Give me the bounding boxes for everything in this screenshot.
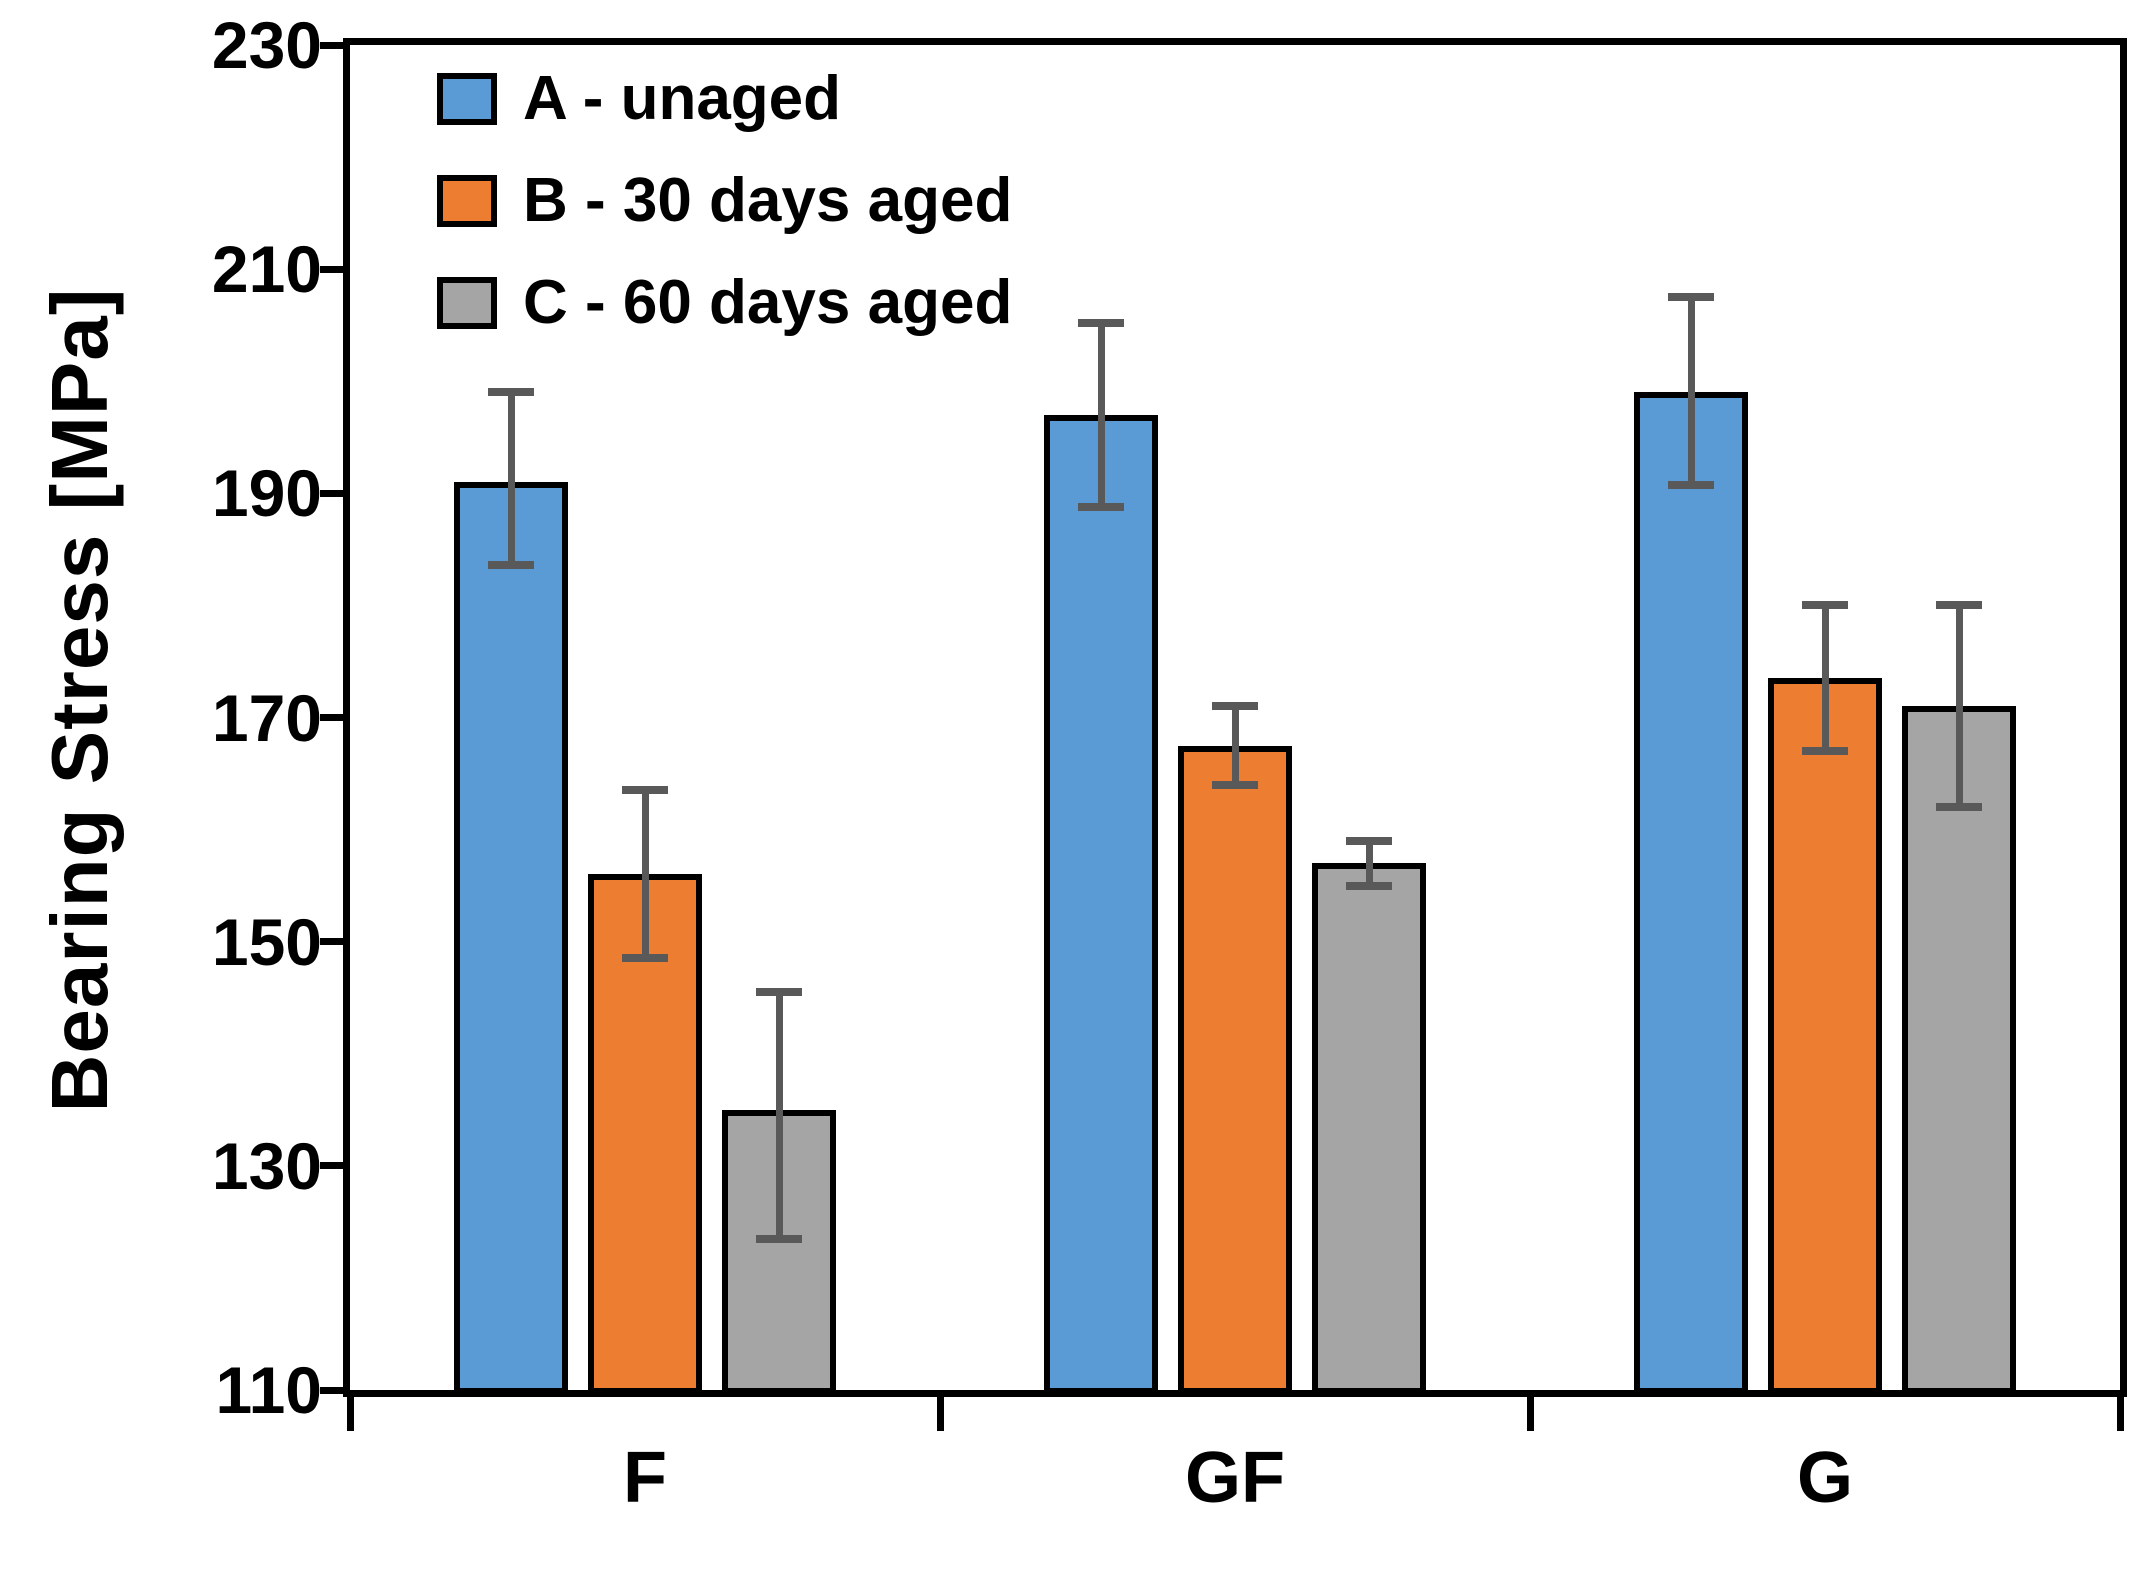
error-cap-top-GF-A [1078, 318, 1124, 327]
legend-swatch-gray-icon [437, 277, 497, 329]
y-tick-label-230: 230 [211, 8, 322, 82]
bar-G-B [1768, 678, 1882, 1394]
bar-GF-A [1044, 414, 1158, 1394]
error-bar-GF-B [1231, 706, 1239, 785]
x-category-label-G: G [1796, 1438, 1854, 1518]
error-cap-top-G-A [1668, 293, 1714, 302]
y-tick-230 [320, 41, 350, 49]
error-cap-top-F-B [622, 786, 668, 795]
legend-item-a-unaged: A - unaged [437, 68, 1012, 130]
error-bar-F-A [507, 392, 515, 566]
error-cap-bottom-F-C [756, 1234, 802, 1243]
y-tick-210 [320, 265, 350, 273]
bar-GF-C [1312, 863, 1426, 1394]
error-cap-bottom-GF-A [1078, 502, 1124, 511]
error-bar-GF-A [1097, 322, 1105, 507]
error-bar-G-A [1687, 297, 1695, 486]
x-axis-boundary-tick [936, 1393, 944, 1431]
error-bar-G-B [1821, 605, 1829, 752]
y-tick-label-210: 210 [211, 232, 322, 307]
error-cap-top-G-C [1936, 601, 1982, 610]
x-category-label-GF: GF [1185, 1438, 1285, 1518]
error-bar-G-C [1955, 605, 1963, 808]
y-tick-150 [320, 938, 350, 946]
x-category-label-F: F [623, 1438, 667, 1518]
error-bar-GF-C [1365, 840, 1373, 886]
error-cap-bottom-GF-C [1346, 881, 1392, 890]
legend-item-c-60-days-aged: C - 60 days aged [437, 272, 1012, 334]
bar-G-C [1902, 706, 2016, 1394]
y-tick-label-110: 110 [215, 1353, 322, 1427]
legend: A - unaged B - 30 days aged C - 60 days … [437, 68, 1012, 334]
y-tick-label-150: 150 [211, 904, 322, 979]
error-bar-F-C [775, 992, 783, 1239]
y-tick-110 [320, 1386, 350, 1394]
error-cap-top-GF-B [1212, 702, 1258, 711]
legend-item-b-30-days-aged: B - 30 days aged [437, 170, 1012, 232]
error-cap-bottom-F-A [488, 561, 534, 570]
legend-swatch-blue-icon [437, 73, 497, 125]
error-cap-bottom-G-B [1802, 747, 1848, 756]
x-axis-boundary-tick [1526, 1393, 1534, 1431]
error-cap-top-G-B [1802, 601, 1848, 610]
bar-G-A [1634, 392, 1748, 1394]
error-cap-top-F-C [756, 988, 802, 997]
error-cap-bottom-F-B [622, 954, 668, 963]
error-bar-F-B [641, 790, 649, 959]
x-axis-boundary-tick [346, 1393, 354, 1431]
error-cap-top-GF-C [1346, 836, 1392, 845]
error-cap-top-F-A [488, 388, 534, 397]
y-tick-190 [320, 489, 350, 497]
bar-F-B [588, 874, 702, 1394]
legend-label: C - 60 days aged [523, 268, 1013, 337]
legend-label: B - 30 days aged [523, 166, 1013, 235]
legend-label: A - unaged [523, 64, 842, 133]
legend-swatch-orange-icon [437, 175, 497, 227]
y-tick-label-170: 170 [211, 680, 322, 755]
error-cap-bottom-G-A [1668, 481, 1714, 490]
x-axis-boundary-tick [2116, 1393, 2124, 1431]
y-tick-170 [320, 714, 350, 721]
y-tick-label-190: 190 [211, 456, 322, 531]
y-tick-label-130: 130 [211, 1128, 322, 1203]
error-cap-bottom-G-C [1936, 803, 1982, 812]
error-cap-bottom-GF-B [1212, 780, 1258, 789]
bar-GF-B [1178, 745, 1292, 1394]
y-tick-130 [320, 1162, 350, 1170]
bar-F-A [454, 482, 568, 1394]
